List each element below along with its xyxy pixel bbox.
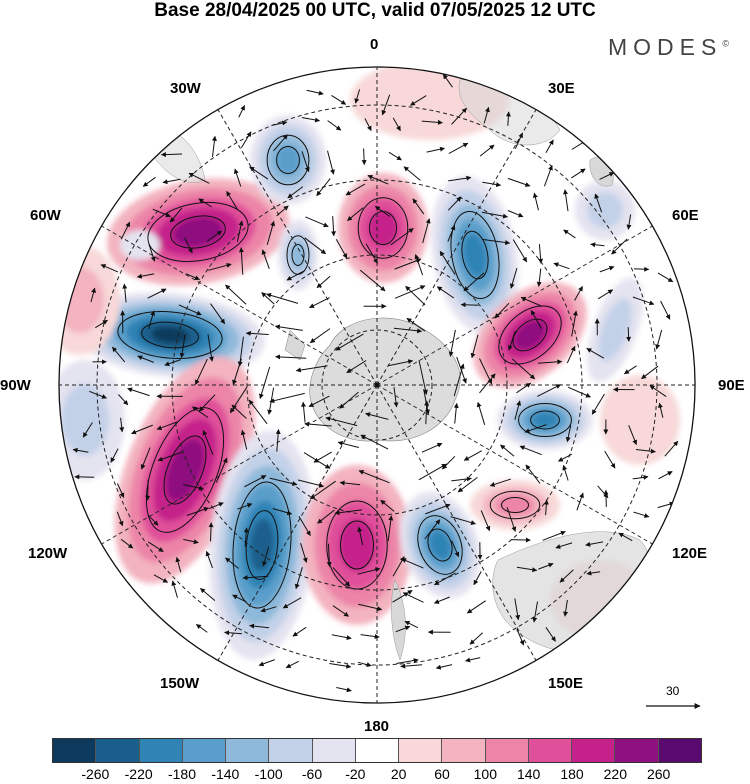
colorbar-ticks: -260 -220 -180 -140 -100 -60 -20 20 60 100 140 180 2… xyxy=(0,766,750,784)
anomaly-shade xyxy=(368,210,398,247)
colorbar-tick-label: 220 xyxy=(604,766,627,782)
wind-arrow xyxy=(461,305,478,306)
colorbar-segment xyxy=(53,739,96,762)
anomaly-shade xyxy=(600,375,680,465)
colorbar-tick-label: -100 xyxy=(255,766,283,782)
anomaly-shade xyxy=(275,145,300,175)
colorbar-tick-label: 20 xyxy=(391,766,407,782)
lon-label-30w: 30W xyxy=(170,80,201,97)
anomaly-shade xyxy=(120,230,160,260)
colorbar-tick-label: -20 xyxy=(345,766,365,782)
colorbar-segment xyxy=(269,739,312,762)
lon-label-150e: 150E xyxy=(548,675,583,692)
anomaly-shade xyxy=(339,518,376,571)
colorbar-segment xyxy=(659,739,701,762)
anomaly-shade xyxy=(56,267,104,333)
lon-label-120e: 120E xyxy=(672,545,707,562)
lon-label-90w: 90W xyxy=(0,377,31,394)
colorbar-segment xyxy=(183,739,226,762)
colorbar-segment xyxy=(313,739,356,762)
colorbar-tick-label: 100 xyxy=(474,766,497,782)
lon-label-150w: 150W xyxy=(160,675,199,692)
colorbar-segment xyxy=(140,739,183,762)
colorbar-tick-label: 180 xyxy=(560,766,583,782)
colorbar-tick-label: -180 xyxy=(168,766,196,782)
colorbar-tick-label: -140 xyxy=(211,766,239,782)
pole-marker xyxy=(375,383,380,388)
anomaly-shade xyxy=(532,412,558,428)
lon-label-180: 180 xyxy=(364,718,389,735)
lon-label-30e: 30E xyxy=(548,80,575,97)
colorbar-tick-label: 260 xyxy=(647,766,670,782)
colorbar-segment xyxy=(226,739,269,762)
wind-arrow xyxy=(634,269,649,270)
lon-label-60e: 60E xyxy=(672,207,699,224)
colorbar-tick-label: 60 xyxy=(434,766,450,782)
colorbar xyxy=(52,738,702,763)
colorbar-segment xyxy=(615,739,658,762)
lon-label-90e: 90E xyxy=(718,377,745,394)
wind-arrow xyxy=(161,154,182,155)
colorbar-segment xyxy=(486,739,529,762)
reference-vector-label: 30 xyxy=(666,684,679,698)
wind-arrow xyxy=(511,540,531,541)
colorbar-tick-label: -260 xyxy=(81,766,109,782)
colorbar-tick-label: 140 xyxy=(517,766,540,782)
colorbar-segment xyxy=(572,739,615,762)
colorbar-tick-label: -60 xyxy=(302,766,322,782)
wind-arrow xyxy=(211,523,212,542)
colorbar-segment xyxy=(96,739,139,762)
colorbar-segment xyxy=(356,739,399,762)
colorbar-segment xyxy=(399,739,442,762)
lon-label-120w: 120W xyxy=(28,545,67,562)
lon-label-0: 0 xyxy=(370,36,378,53)
lon-label-60w: 60W xyxy=(30,207,61,224)
colorbar-segment xyxy=(442,739,485,762)
wind-arrow xyxy=(148,480,149,501)
colorbar-segment xyxy=(529,739,572,762)
wind-arrow xyxy=(364,149,365,165)
anomaly-shade xyxy=(61,384,109,456)
colorbar-tick-label: -220 xyxy=(125,766,153,782)
wind-arrow xyxy=(628,327,629,341)
